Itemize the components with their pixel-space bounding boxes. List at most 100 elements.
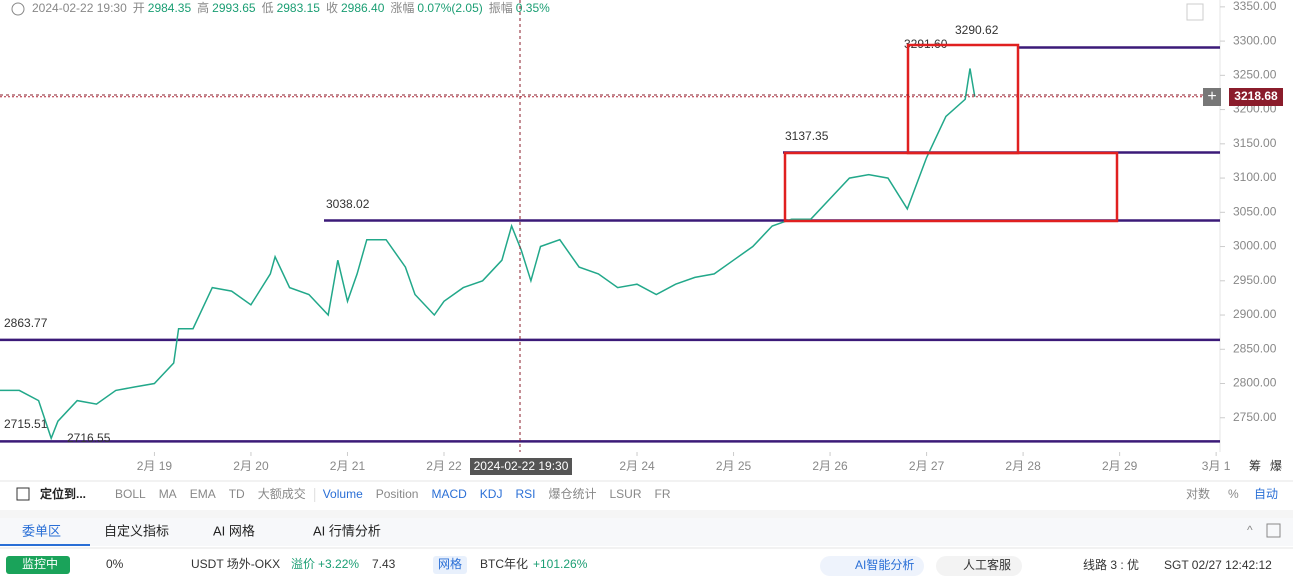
header-key: 高: [197, 0, 209, 15]
header-key: 低: [262, 1, 274, 15]
indicator-button[interactable]: TD: [229, 487, 245, 501]
premium-label: 溢价: [291, 557, 315, 571]
toolbar: BOLL MA EMA TD 大额成交 Volume Position MACD KDJ RSI 爆…: [115, 486, 1278, 502]
axis-extra[interactable]: 爆: [1270, 459, 1282, 473]
crosshair-date-box: [470, 458, 572, 475]
indicator-button[interactable]: RSI: [515, 487, 535, 501]
last-price-box: [1229, 88, 1283, 106]
popout-icon[interactable]: [1266, 523, 1281, 538]
x-tick-label: 2月 29: [1102, 459, 1138, 473]
header-value: 2986.40: [341, 1, 385, 15]
premium: +3.22%: [318, 557, 359, 571]
axis-mode[interactable]: 自动: [1254, 487, 1278, 501]
tabs: 委单区 自定义指标 AI 网格 AI 行情分析: [22, 523, 381, 538]
x-tick-label: 2月 24: [619, 459, 655, 473]
header-key: 收: [326, 1, 338, 15]
header-value: 0.35%: [516, 1, 550, 15]
indicator-button[interactable]: Position: [376, 487, 419, 501]
collapse-arrow[interactable]: ^: [1247, 523, 1253, 537]
header-value: 2993.65: [212, 1, 256, 15]
line-status[interactable]: 线路 3 : 优: [1083, 557, 1139, 572]
splitter: [0, 510, 1293, 518]
ai-badge[interactable]: [820, 556, 924, 576]
indicator-button[interactable]: MACD: [431, 487, 467, 501]
x-tick-label: 2月 22: [426, 459, 462, 473]
axis-extra[interactable]: 筹: [1249, 459, 1261, 473]
y-tick-label: 2950.00: [1233, 273, 1277, 287]
fullscreen-icon[interactable]: [1186, 3, 1204, 21]
service[interactable]: 人工客服: [963, 557, 1011, 572]
header-datetime: 2024-02-22 19:30: [32, 1, 127, 15]
y-tick-label: 2850.00: [1233, 341, 1277, 355]
locate-button[interactable]: 定位到...: [40, 486, 86, 501]
crosshair-date: 2024-02-22 19:30: [474, 459, 569, 473]
y-tick-label: 2900.00: [1233, 307, 1277, 321]
x-tick-label: 2月 28: [1005, 459, 1041, 473]
x-tick-label: 2月 19: [137, 459, 173, 473]
header-value: 0.07%(2.05): [417, 1, 482, 15]
indicator-button[interactable]: 爆仓统计: [548, 487, 596, 501]
market[interactable]: USDT 场外-OKX: [191, 557, 280, 571]
y-tick-label: 3000.00: [1233, 239, 1277, 253]
indicator-button[interactable]: 大额成交: [258, 486, 306, 501]
tab[interactable]: AI 行情分析: [313, 523, 381, 538]
add-button[interactable]: [1203, 88, 1221, 106]
header-value: 2984.35: [148, 1, 192, 15]
clock: SGT 02/27 12:42:12: [1164, 558, 1272, 572]
y-tick-label: 3300.00: [1233, 33, 1277, 47]
indicator-button[interactable]: MA: [159, 487, 177, 501]
x-tick-label: 2月 25: [716, 459, 752, 473]
price-line: [0, 68, 976, 441]
indicator-button[interactable]: EMA: [190, 487, 216, 501]
locate-icon[interactable]: [16, 487, 30, 501]
tab[interactable]: AI 网格: [213, 523, 255, 538]
indicator-button[interactable]: FR: [655, 487, 671, 501]
indicator-button[interactable]: LSUR: [610, 487, 642, 501]
axis-mode[interactable]: 对数: [1186, 486, 1210, 501]
highlight-box: [783, 151, 1119, 223]
ai-analysis[interactable]: AI智能分析: [855, 557, 914, 572]
level-label: 3038.02: [326, 197, 370, 211]
add-icon: +: [1207, 88, 1216, 105]
last-price-label: 3218.68: [1234, 89, 1278, 103]
rate: 7.43: [372, 557, 396, 571]
x-tick-label: 2月 27: [909, 459, 945, 473]
header-value: 2983.15: [277, 1, 321, 15]
header-key: 涨幅: [390, 0, 414, 15]
indicator-button[interactable]: Volume: [323, 487, 363, 501]
y-tick-label: 2750.00: [1233, 410, 1277, 424]
indicator-button[interactable]: BOLL: [115, 487, 146, 501]
btc-value: +101.26%: [533, 557, 588, 571]
x-tick-label: 2月 26: [812, 459, 848, 473]
percent: 0%: [106, 557, 124, 571]
tab-bar: [0, 518, 1293, 546]
y-tick-label: 3350.00: [1233, 0, 1277, 13]
y-tick-label: 3150.00: [1233, 136, 1277, 150]
level-label: 3137.35: [785, 129, 829, 143]
level-label: 2863.77: [4, 316, 48, 330]
grid-button[interactable]: 网格: [438, 556, 462, 571]
axis-mode[interactable]: %: [1228, 487, 1239, 501]
indicator-button[interactable]: KDJ: [480, 487, 503, 501]
y-tick-label: 2800.00: [1233, 376, 1277, 390]
grid-badge[interactable]: [433, 556, 467, 574]
collapse-icon[interactable]: [11, 2, 25, 16]
tab[interactable]: 委单区: [22, 523, 61, 538]
service-badge[interactable]: [936, 556, 1022, 576]
btc-label: BTC年化: [480, 557, 528, 571]
y-tick-label: 3050.00: [1233, 204, 1277, 218]
y-tick-label: 3250.00: [1233, 68, 1277, 82]
x-tick-label: 3月 1: [1202, 459, 1231, 473]
tab[interactable]: 自定义指标: [104, 523, 169, 538]
level-label: 2715.51: [4, 417, 48, 431]
ohlc-header: 2024-02-22 19:30 开 2984.35 高 2993.65 低 2983.15…: [32, 0, 550, 15]
x-tick-label: 2月 21: [330, 459, 366, 473]
level-label: 3290.62: [955, 23, 999, 37]
monitor-badge[interactable]: [6, 556, 70, 574]
price-label: 2716.55: [67, 431, 111, 445]
monitor-status[interactable]: 监控中: [22, 556, 58, 571]
header-key: 开: [133, 1, 145, 15]
header-key: 振幅: [489, 0, 513, 15]
x-tick-label: 2月 20: [233, 459, 269, 473]
